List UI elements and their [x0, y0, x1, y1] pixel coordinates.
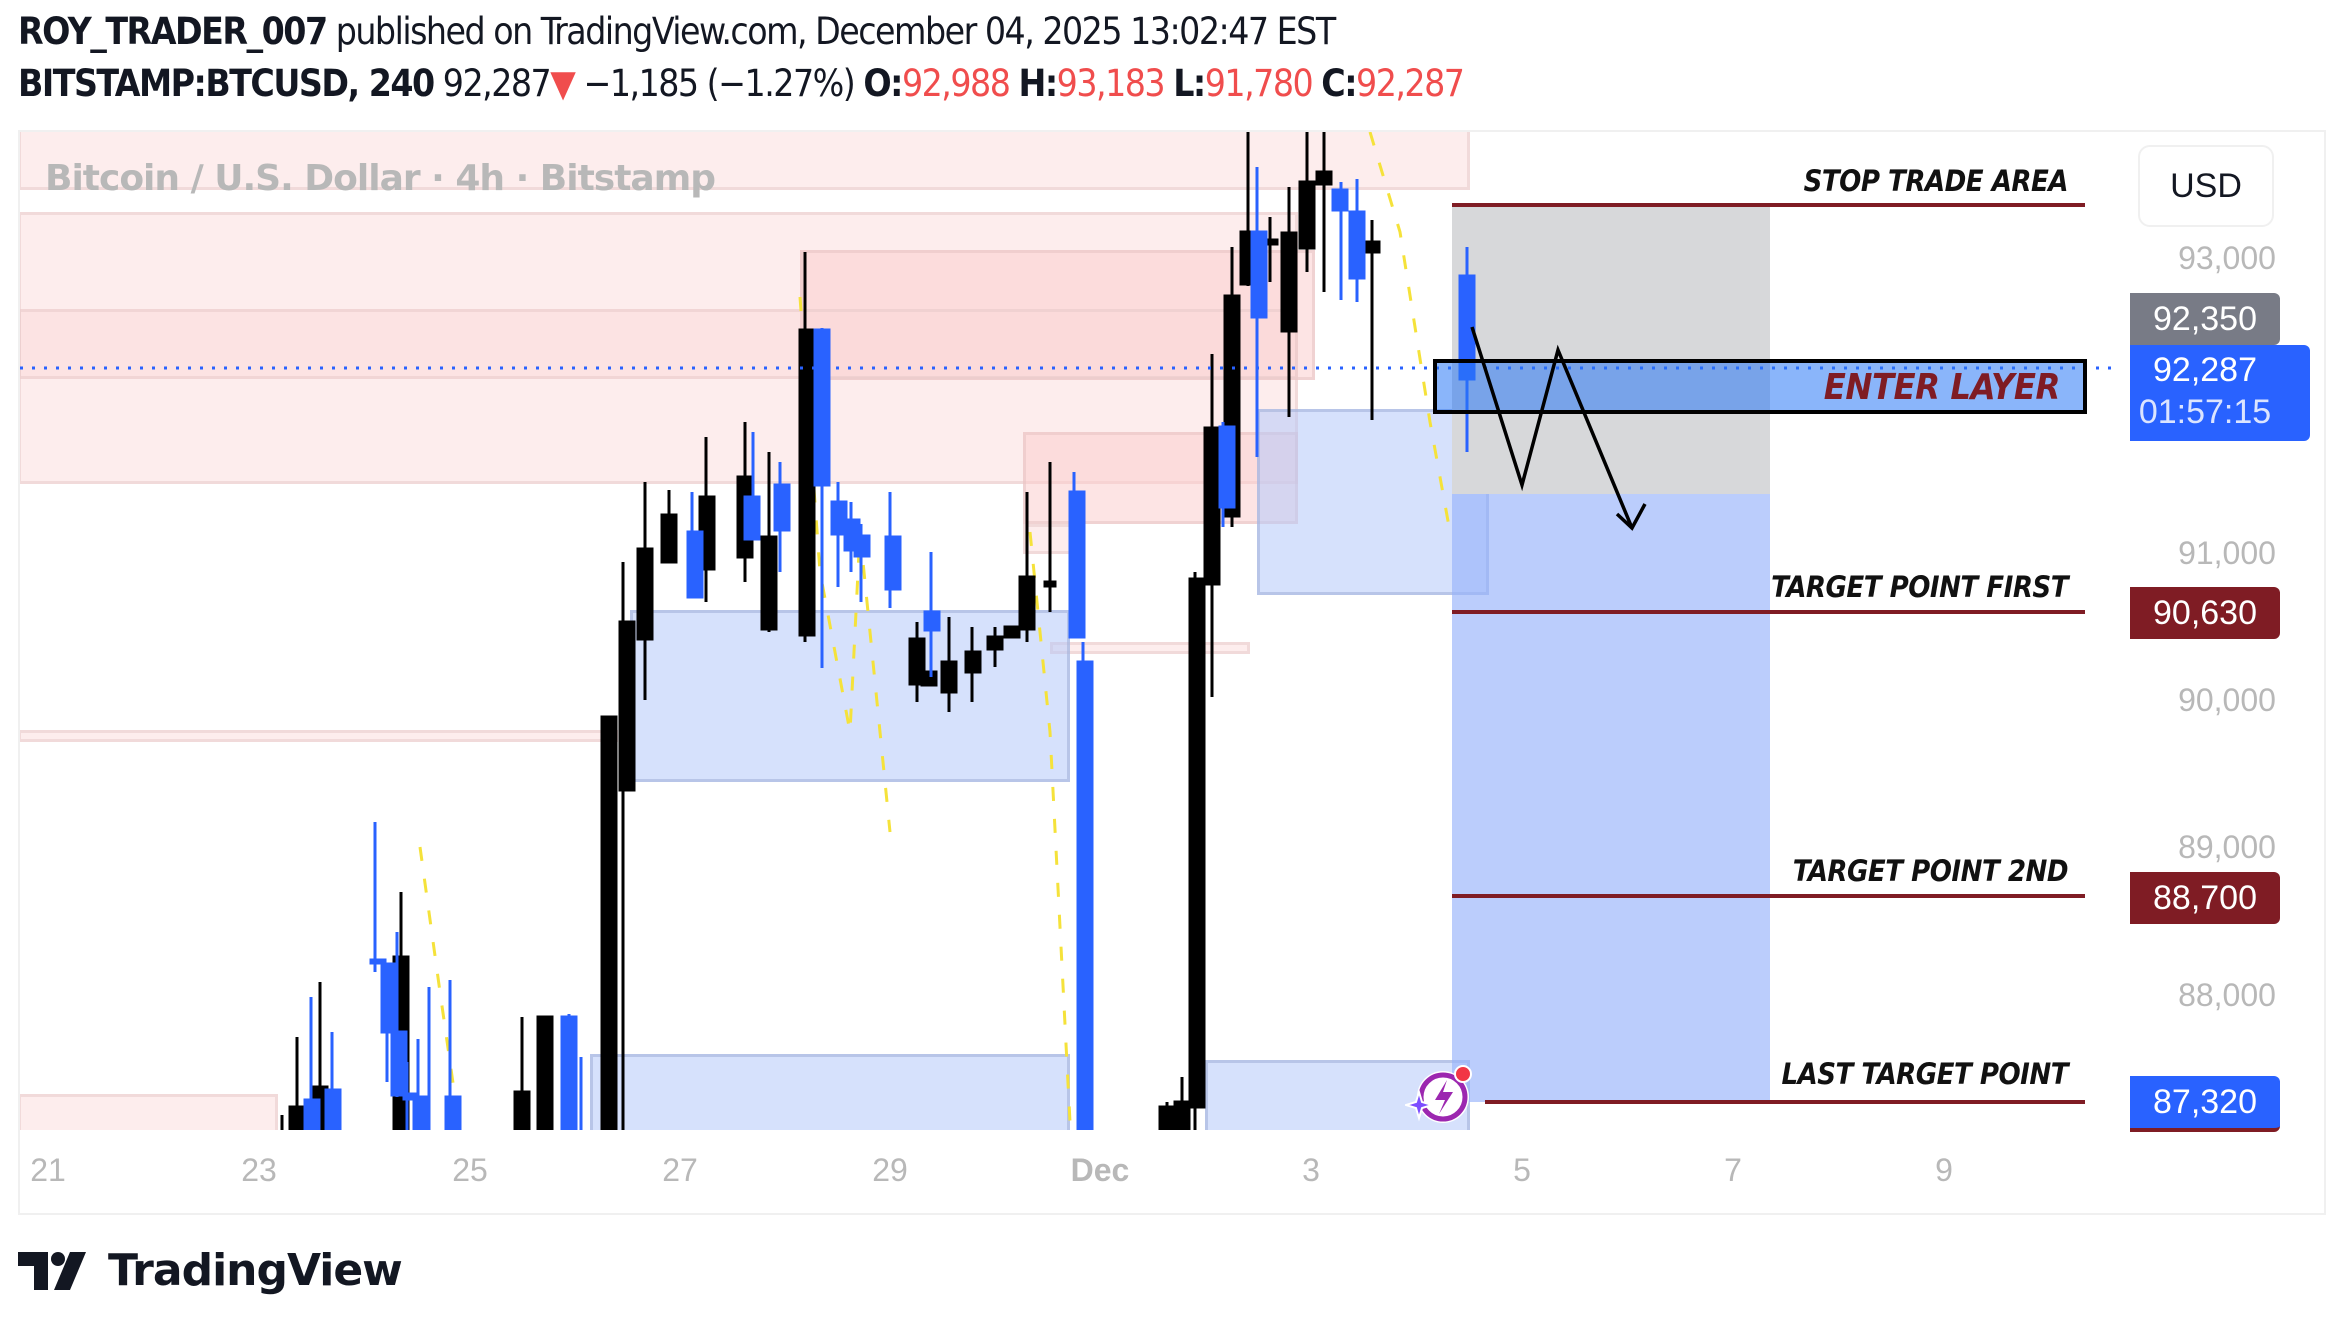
up-candles — [280, 132, 1381, 1130]
high-value: 93,183 — [1056, 62, 1166, 105]
tradingview-logo-text: TradingView — [108, 1245, 403, 1296]
ema-line — [418, 132, 1452, 1130]
price-tick: 91,000 — [2178, 535, 2276, 571]
target-point-first-label[interactable]: TARGET POINT FIRST — [1771, 570, 2068, 604]
time-tick: 7 — [1724, 1152, 1742, 1188]
symbol-name[interactable]: BITSTAMP:BTCUSD, 240 — [18, 62, 435, 105]
publish-info: ROY_TRADER_007 published on TradingView.… — [18, 10, 1336, 53]
time-tick: 3 — [1302, 1152, 1320, 1188]
target3-price-label: 87,320 — [2130, 1076, 2280, 1132]
ai-assistant-icon[interactable] — [1405, 1062, 1475, 1130]
price-tick: 90,000 — [2178, 682, 2276, 718]
price-tick: 89,000 — [2178, 829, 2276, 865]
supply-zone — [20, 132, 1470, 190]
current-price-label: 92,287 01:57:15 — [2130, 345, 2310, 441]
time-tick: Dec — [1070, 1152, 1130, 1188]
price-axis[interactable]: USD 93,000 91,000 90,000 89,000 88,000 9… — [2120, 132, 2325, 1132]
time-tick: 9 — [1935, 1152, 1953, 1188]
open-label: O: — [863, 62, 903, 105]
down-candles — [303, 167, 1476, 1130]
chart-pane — [18, 130, 2326, 1215]
candlestick-series — [20, 132, 2120, 1130]
projection-path — [1470, 326, 1634, 529]
last-target-point-label[interactable]: LAST TARGET POINT — [1781, 1057, 2068, 1091]
high-label: H: — [1018, 62, 1058, 105]
target2-price-label: 88,700 — [2130, 872, 2280, 924]
published-text: published on TradingView.com, December 0… — [335, 10, 1336, 53]
candle-countdown: 01:57:15 — [2138, 393, 2272, 431]
price-tick: 93,000 — [2178, 240, 2276, 276]
last-price: 92,287 — [442, 62, 552, 105]
plot-area[interactable]: STOP TRADE AREA ENTER LAYER TARGET POINT… — [20, 132, 2120, 1130]
symbol-info-bar: BITSTAMP:BTCUSD, 240 92,287▼ −1,185 (−1.… — [18, 62, 1465, 105]
target-point-2nd-label[interactable]: TARGET POINT 2ND — [1792, 854, 2069, 888]
time-axis[interactable]: 21 23 25 27 29 Dec 3 5 7 9 — [20, 1140, 2120, 1210]
supply-zone — [20, 1094, 278, 1130]
currency-button[interactable]: USD — [2138, 145, 2274, 227]
arrow-head-icon — [1615, 503, 1647, 531]
time-tick: 25 — [452, 1152, 488, 1188]
stop-price-label: 92,350 — [2130, 293, 2280, 345]
time-tick: 23 — [241, 1152, 277, 1188]
chart-watermark: Bitcoin / U.S. Dollar · 4h · Bitstamp — [45, 158, 716, 199]
price-tick: 88,000 — [2178, 977, 2276, 1013]
low-label: L: — [1173, 62, 1206, 105]
close-label: C: — [1321, 62, 1357, 105]
close-value: 92,287 — [1356, 62, 1465, 105]
demand-zone — [590, 1054, 1070, 1130]
open-value: 92,988 — [901, 62, 1011, 105]
stop-trade-area-label[interactable]: STOP TRADE AREA — [1803, 164, 2069, 198]
stop-loss-area[interactable] — [1452, 204, 1770, 494]
enter-layer-label[interactable]: ENTER LAYER — [1823, 367, 2061, 408]
time-tick: 5 — [1513, 1152, 1531, 1188]
tradingview-logo-icon — [18, 1251, 86, 1290]
current-price-value: 92,287 — [2153, 351, 2257, 389]
author-name[interactable]: ROY_TRADER_007 — [18, 10, 328, 53]
low-value: 91,780 — [1204, 62, 1314, 105]
target1-price-label: 90,630 — [2130, 587, 2280, 639]
time-tick: 27 — [662, 1152, 698, 1188]
down-arrow-icon: ▼ — [550, 62, 576, 105]
tradingview-logo[interactable]: TradingView — [18, 1245, 403, 1296]
time-tick: 29 — [872, 1152, 908, 1188]
price-change: −1,185 (−1.27%) — [583, 62, 855, 105]
time-tick: 21 — [30, 1152, 66, 1188]
take-profit-area[interactable] — [1452, 494, 1770, 1102]
